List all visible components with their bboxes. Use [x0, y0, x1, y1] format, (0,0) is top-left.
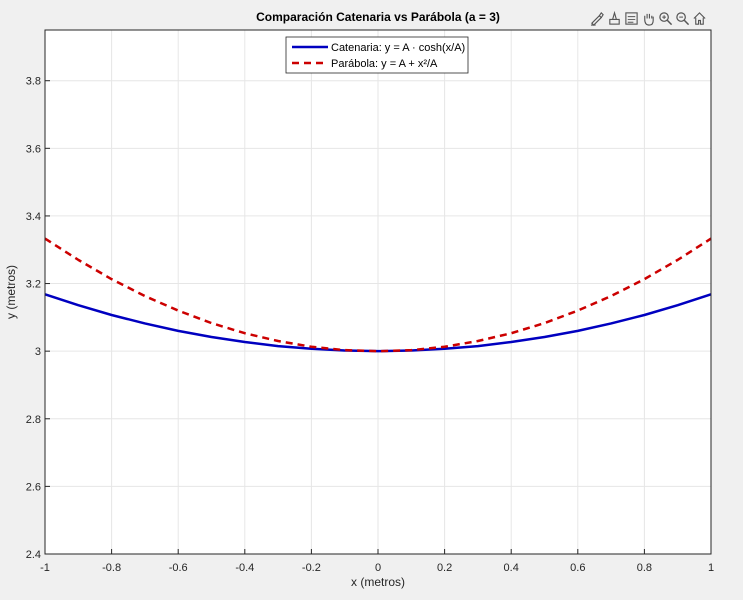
tick-labels: -1 -0.8 -0.6 -0.4 -0.2 0 0.2 0.4 0.6 0.8 1 2.4 2.6 2.…	[26, 76, 714, 574]
x-axis-label: x (metros)	[351, 575, 405, 589]
legend-label-catenaria: Catenaria: y = A · cosh(x/A)	[331, 42, 465, 54]
zoom-in-icon[interactable]	[657, 10, 673, 26]
x-tick-label: -0.8	[102, 562, 121, 574]
data-tips-icon[interactable]	[606, 10, 622, 26]
x-tick-label: 0.6	[570, 562, 585, 574]
x-tick-label: 1	[708, 562, 714, 574]
series-line-catenaria	[44, 293, 712, 353]
export-icon[interactable]	[623, 10, 639, 26]
tick-marks	[44, 80, 712, 555]
zoom-out-icon[interactable]	[674, 10, 690, 26]
y-tick-label: 3.6	[26, 143, 41, 155]
home-icon[interactable]	[691, 10, 707, 26]
legend-box	[285, 36, 469, 74]
chart-title: Comparación Catenaria vs Parábola (a = 3…	[256, 10, 500, 24]
y-tick-label: 2.4	[26, 549, 41, 561]
y-tick-label: 2.6	[26, 481, 41, 493]
x-tick-label: 0.8	[637, 562, 652, 574]
x-tick-label: -1	[40, 562, 50, 574]
x-tick-label: 0.4	[504, 562, 519, 574]
x-tick-label: -0.2	[302, 562, 321, 574]
pan-icon[interactable]	[640, 10, 656, 26]
y-axis-label: y (metros)	[4, 265, 18, 319]
y-tick-label: 3	[35, 346, 41, 358]
legend-label-parabola: Parábola: y = A + x²/A	[331, 58, 438, 70]
axes-toolbar	[589, 9, 707, 27]
brush-icon[interactable]	[589, 10, 605, 26]
y-tick-label: 2.8	[26, 414, 41, 426]
x-tick-label: -0.6	[169, 562, 188, 574]
legend[interactable]: Catenaria: y = A · cosh(x/A) Parábola: y…	[285, 36, 469, 74]
y-tick-label: 3.8	[26, 76, 41, 88]
series-layer	[44, 237, 712, 353]
y-tick-label: 3.2	[26, 279, 41, 291]
x-tick-label: -0.4	[235, 562, 254, 574]
y-tick-label: 3.4	[26, 211, 41, 223]
x-tick-label: 0	[375, 562, 381, 574]
x-tick-label: 0.2	[437, 562, 452, 574]
